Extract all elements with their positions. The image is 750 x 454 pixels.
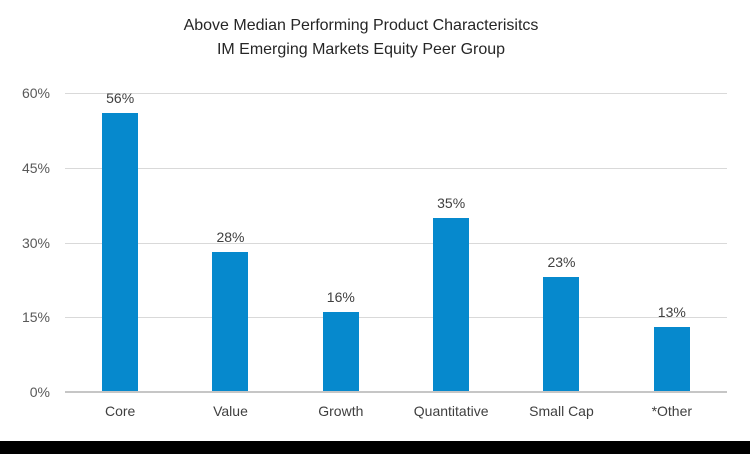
- x-category-label: Growth: [318, 403, 364, 419]
- x-axis-line: [65, 391, 727, 393]
- gridline-45: [65, 167, 727, 169]
- y-tick-label: 45%: [21, 159, 50, 176]
- bar-group-growth: 16%: [286, 93, 396, 392]
- bar-group--other: 13%: [617, 93, 727, 392]
- chart-title: Above Median Performing Product Characte…: [0, 14, 722, 62]
- y-tick-label: 60%: [21, 85, 50, 101]
- x-category-label: Core: [104, 403, 136, 419]
- x-category-label: Quantitative: [413, 403, 489, 419]
- x-category-label: Value: [213, 403, 248, 419]
- bar-group-value: 28%: [175, 93, 285, 392]
- bar-value-label: 13%: [657, 304, 686, 321]
- x-category-label: *Other: [651, 403, 693, 419]
- chart-title-line2: IM Emerging Markets Equity Peer Group: [216, 41, 506, 58]
- gridline-30: [65, 242, 727, 244]
- x-category-label: Small Cap: [529, 403, 594, 419]
- y-tick-label: 15%: [21, 309, 50, 326]
- bar: [543, 277, 580, 392]
- plot-area: [65, 93, 727, 392]
- bar-value-label: 28%: [216, 229, 245, 246]
- bar-group-small-cap: 23%: [506, 93, 616, 392]
- gridline-60: [65, 93, 727, 94]
- bar-value-label: 16%: [326, 289, 355, 306]
- footer-bar: [0, 441, 750, 454]
- bar: [653, 327, 690, 392]
- bars-row: 56% 28% 16% 35% 23% 13%: [65, 90, 727, 392]
- bar: [102, 112, 139, 392]
- bar: [322, 312, 359, 392]
- y-tick-label: 0%: [29, 384, 50, 400]
- bar: [212, 252, 249, 392]
- bar-value-label: 35%: [437, 194, 466, 211]
- bar: [433, 217, 470, 392]
- gridline-15: [65, 317, 727, 319]
- chart-title-line1: Above Median Performing Product Characte…: [183, 17, 539, 34]
- bar-group-quantitative: 35%: [396, 93, 506, 392]
- bar-group-core: 56%: [65, 90, 175, 392]
- x-axis-labels: Core Value Growth Quantitative Small Cap *Oth…: [65, 402, 727, 420]
- bar-value-label: 56%: [106, 89, 135, 106]
- y-tick-label: 30%: [21, 234, 50, 251]
- bar-value-label: 23%: [547, 254, 576, 271]
